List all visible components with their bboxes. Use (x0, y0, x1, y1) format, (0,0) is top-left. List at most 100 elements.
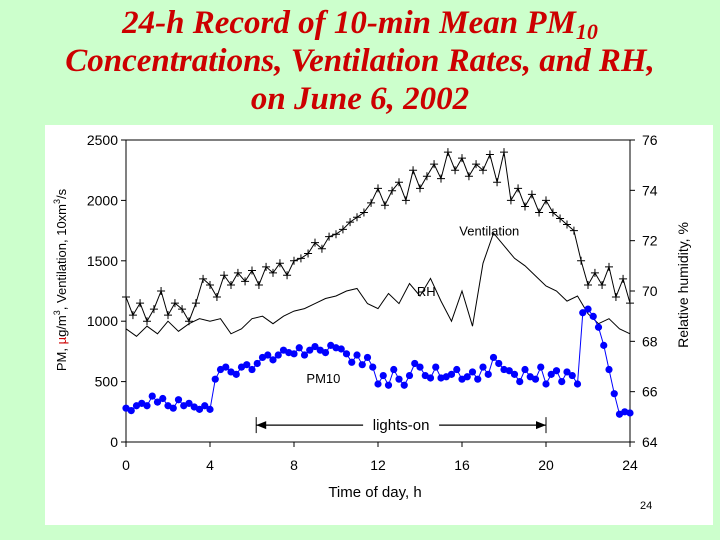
right-axis-ticks: 64 66 68 70 72 74 76 (630, 132, 658, 450)
ventilation-data-point (220, 271, 229, 280)
ventilation-data-point (136, 299, 145, 308)
ventilation-data-point (626, 299, 634, 308)
ventilation-data-point (395, 178, 403, 187)
pm10-data-point (416, 363, 424, 371)
ventilation-data-point (283, 271, 292, 280)
x-axis-ticks: 0 4 8 12 16 20 24 (122, 442, 638, 473)
page-number: 24 (640, 500, 653, 512)
ventilation-data-point (569, 226, 578, 235)
right-tick-label: 66 (642, 384, 658, 400)
right-tick-label: 72 (642, 233, 658, 249)
ventilation-data-point (527, 190, 536, 199)
ventilation-data-point (542, 196, 550, 205)
pm10-data-point (206, 405, 214, 413)
lights-on-label: lights-on (373, 417, 430, 434)
right-tick-label: 64 (642, 434, 658, 450)
pm10-data-point (384, 381, 393, 389)
pm10-data-point (505, 367, 513, 375)
pm10-data-point (489, 353, 498, 362)
right-tick-label: 74 (642, 182, 658, 198)
title-line-2: Concentrations, Ventilation Rates, and R… (65, 43, 655, 79)
ventilation-data-point (514, 184, 523, 193)
ventilation-data-point (590, 268, 599, 277)
rh-series-label: RH (417, 284, 436, 299)
ventilation-data-point (422, 172, 431, 181)
ventilation-data-point (598, 280, 607, 289)
ventilation-data-point (128, 311, 137, 320)
pm10-data-point (563, 368, 571, 376)
ventilation-data-point (164, 311, 172, 320)
ventilation-data-point (458, 154, 466, 163)
ventilation-data-point (472, 160, 481, 169)
pm10-data-point (405, 371, 414, 380)
ventilation-data-point (479, 166, 487, 175)
pm10-data-point (516, 378, 524, 386)
right-tick-label: 76 (642, 132, 658, 148)
pm10-data-point (542, 380, 550, 388)
pm10-data-point (337, 345, 345, 353)
ventilation-data-point (409, 166, 418, 175)
pm10-data-point (321, 349, 330, 357)
pm10-data-point (295, 344, 303, 352)
ventilation-data-point (605, 262, 613, 271)
left-tick-label: 500 (95, 374, 119, 390)
pm10-data-point (211, 375, 219, 383)
ventilation-data-point (199, 274, 208, 283)
pm10-data-point (243, 361, 251, 369)
left-tick-label: 2000 (87, 192, 118, 208)
ventilation-data-point (311, 238, 319, 247)
pm10-data-point (348, 358, 356, 366)
ventilation-data-point (269, 268, 277, 277)
pm10-data-point (390, 365, 398, 374)
ventilation-data-point (500, 148, 508, 157)
pm10-data-point (353, 351, 361, 359)
pm10-data-point (484, 370, 492, 378)
lights-on-label-background (363, 414, 440, 435)
x-tick-label: 24 (622, 457, 638, 473)
pm10-data-point (290, 350, 298, 358)
x-tick-label: 4 (206, 457, 214, 473)
x-tick-label: 16 (454, 457, 470, 473)
pm10-data-point (521, 365, 529, 374)
ventilation-data-point (353, 213, 361, 222)
pm10-data-point (432, 363, 440, 371)
x-tick-label: 20 (538, 457, 554, 473)
pm10-data-point (552, 367, 561, 375)
left-axis-label: PM, µg/m3, Ventilation, 10xm3/s (52, 188, 69, 371)
annotation-layer: Ventilation RH PM10 lights-on (255, 223, 547, 435)
ventilation-data-point (430, 160, 439, 169)
pm10-data-point (584, 305, 592, 313)
right-tick-label: 68 (642, 333, 658, 349)
left-tick-label: 1000 (87, 313, 118, 329)
pm10-data-point (453, 365, 461, 374)
ventilation-data-point (143, 317, 151, 326)
ventilation-data-point (206, 280, 214, 289)
ventilation-data-point (577, 256, 586, 265)
ventilation-data-point (338, 225, 347, 234)
pm10-data-point (626, 409, 634, 417)
pm10-data-point (395, 375, 403, 383)
pm10-data-point (363, 353, 372, 362)
pm10-data-point (474, 375, 482, 383)
pm10-data-point (579, 309, 587, 317)
ventilation-data-point (548, 208, 557, 217)
ventilation-data-point (464, 172, 473, 181)
ventilation-data-point (212, 293, 221, 302)
ventilation-series-label: Ventilation (459, 223, 519, 238)
x-tick-label: 0 (122, 457, 130, 473)
arrow-head-right (536, 421, 546, 430)
ventilation-data-point (149, 305, 158, 314)
pm10-data-point (426, 374, 435, 382)
pm10-series-label: PM10 (306, 371, 340, 386)
ventilation-data-point (485, 150, 494, 159)
pm10-data-point (411, 359, 419, 368)
ventilation-data-point (535, 208, 544, 217)
ventilation-data-point (401, 196, 410, 205)
pm10-data-point (174, 396, 183, 404)
ventilation-data-point (611, 293, 620, 302)
pm10-data-point (274, 351, 282, 359)
ventilation-data-point (178, 305, 187, 314)
ventilation-data-point (451, 166, 460, 175)
pm10-data-point (311, 342, 319, 351)
left-tick-label: 2500 (87, 132, 118, 148)
